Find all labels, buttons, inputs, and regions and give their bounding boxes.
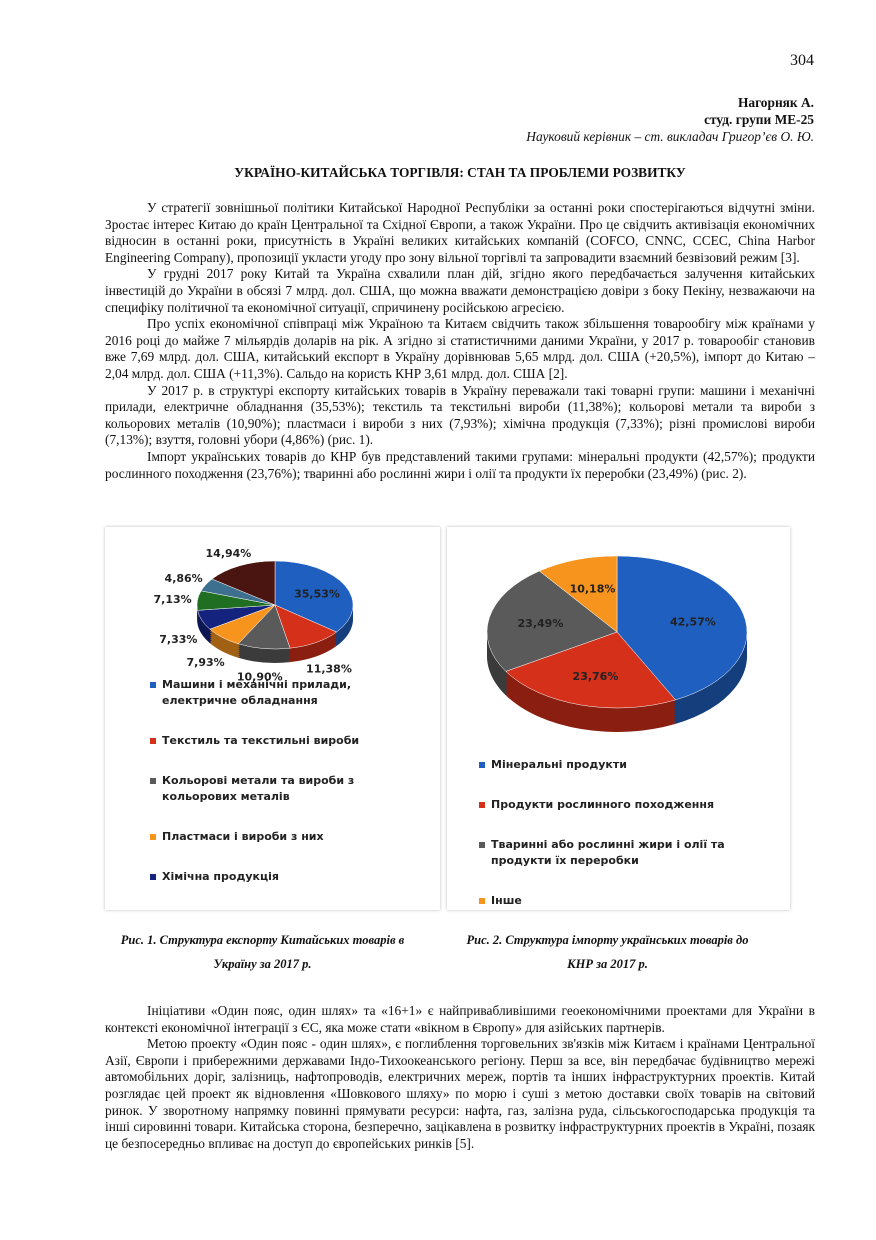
slice [505,631,676,709]
legend-item: Пластмаси і вироби з них [150,829,410,845]
legend-item: Хімічна продукція [150,869,410,885]
supervisor: Науковий керівник – ст. викладач Григор’… [526,129,814,144]
legend-item: Кольорові метали та вироби з кольорових … [150,773,410,805]
legend-label: Кольорові метали та вироби з кольорових … [162,774,355,803]
legend-label: Мінеральні продукти [491,758,627,771]
slice [274,560,354,633]
legend-label: Текстиль та текстильні вироби [162,734,360,747]
paragraphs: Ініціативи «Один пояс, один шлях» та «16… [105,1003,815,1152]
legend-swatch [479,898,485,904]
legend-swatch [479,802,485,808]
paragraph: Метою проекту «Один пояс - один шлях», є… [105,1036,815,1151]
figure: 35,53% 11,38% 10,90% 7,93% 7,33% 7,13% 4,86% 14… [105,527,440,910]
legend-label: Машини і механічні прилади, електричне о… [162,678,352,707]
paragraph: Імпорт українських товарів до КНР був пр… [105,448,815,481]
legend-swatch [479,842,485,848]
paragraph: Ініціативи «Один пояс, один шлях» та «16… [105,1003,815,1035]
page-number: 304 [790,52,814,69]
data-label: 7,13% [153,593,191,606]
paragraph: У 2017 р. в структурі експорту китайськи… [105,382,815,448]
caption: Рис. 2. Структура імпорту українських то… [466,933,749,971]
legend-label: Пластмаси і вироби з них [162,830,324,843]
slice [616,555,748,701]
slice [211,560,276,606]
caption: Рис. 1. Структура експорту Китайських то… [120,933,405,971]
legend-label: Інше [491,894,522,907]
pie-chart: 35,53% 11,38% 10,90% 7,93% 7,33% 7,13% 4,86%14… [153,547,354,683]
paragraph: Про успіх економічної співпраці між Укра… [105,316,815,381]
data-label: 23,49% [518,617,564,630]
title: УКРАЇНО-КИТАЙСЬКА ТОРГІВЛЯ: СТАН ТА ПРОБ… [234,165,686,180]
legend-item: Тваринні або рослинні жири і олії та про… [479,837,779,869]
data-label: 10,90% [237,670,283,683]
author-group: студ. групи МЕ-25 [704,112,814,127]
data-label: 42,57% [670,615,716,628]
slice [538,555,618,633]
legend-item: Інше [479,893,779,909]
legend-label: Продукти рослинного походження [491,798,715,811]
legend-label: Тваринні або рослинні жири і олії та про… [491,838,725,867]
legend-item: Машини і механічні прилади, електричне о… [150,677,410,709]
legend-swatch [150,682,156,688]
data-label: 23,76% [573,670,619,683]
paragraph: У грудні 2017 року Китай та Україна схва… [105,266,815,315]
paragraph: У стратегії зовнішньої політики Китайськ… [105,200,815,265]
legend-item: Продукти рослинного походження [479,797,779,813]
data-label: 4,86% [165,572,203,585]
data-label: 10,18% [570,583,616,596]
legend-item: Мінеральні продукти [479,757,779,773]
pie-chart: 42,57% 23,76% 23,49% 10,18% [486,555,748,732]
data-label: 14,94% [206,547,252,560]
paragraphs: У стратегії зовнішньої політики Китайськ… [105,200,815,482]
legend-item: Текстиль та текстильні вироби [150,733,410,749]
author-name: Нагорняк А. [737,95,814,110]
legend: Машини і механічні прилади, електричне о… [150,677,410,909]
data-label: 35,53% [294,587,340,600]
legend-swatch [150,778,156,784]
data-label: 7,33% [159,633,197,646]
legend: Мінеральні продукти Продукти рослинного п… [479,757,779,933]
legend-swatch [479,762,485,768]
data-label: 11,38% [306,662,352,675]
legend-swatch [150,874,156,880]
legend-swatch [150,738,156,744]
slice [486,570,618,672]
legend-label: Хімічна продукція [162,870,279,883]
legend-swatch [150,834,156,840]
figure: 42,57% 23,76% 23,49% 10,18% Мінеральні проду… [447,527,790,910]
data-label: 7,93% [187,656,225,669]
